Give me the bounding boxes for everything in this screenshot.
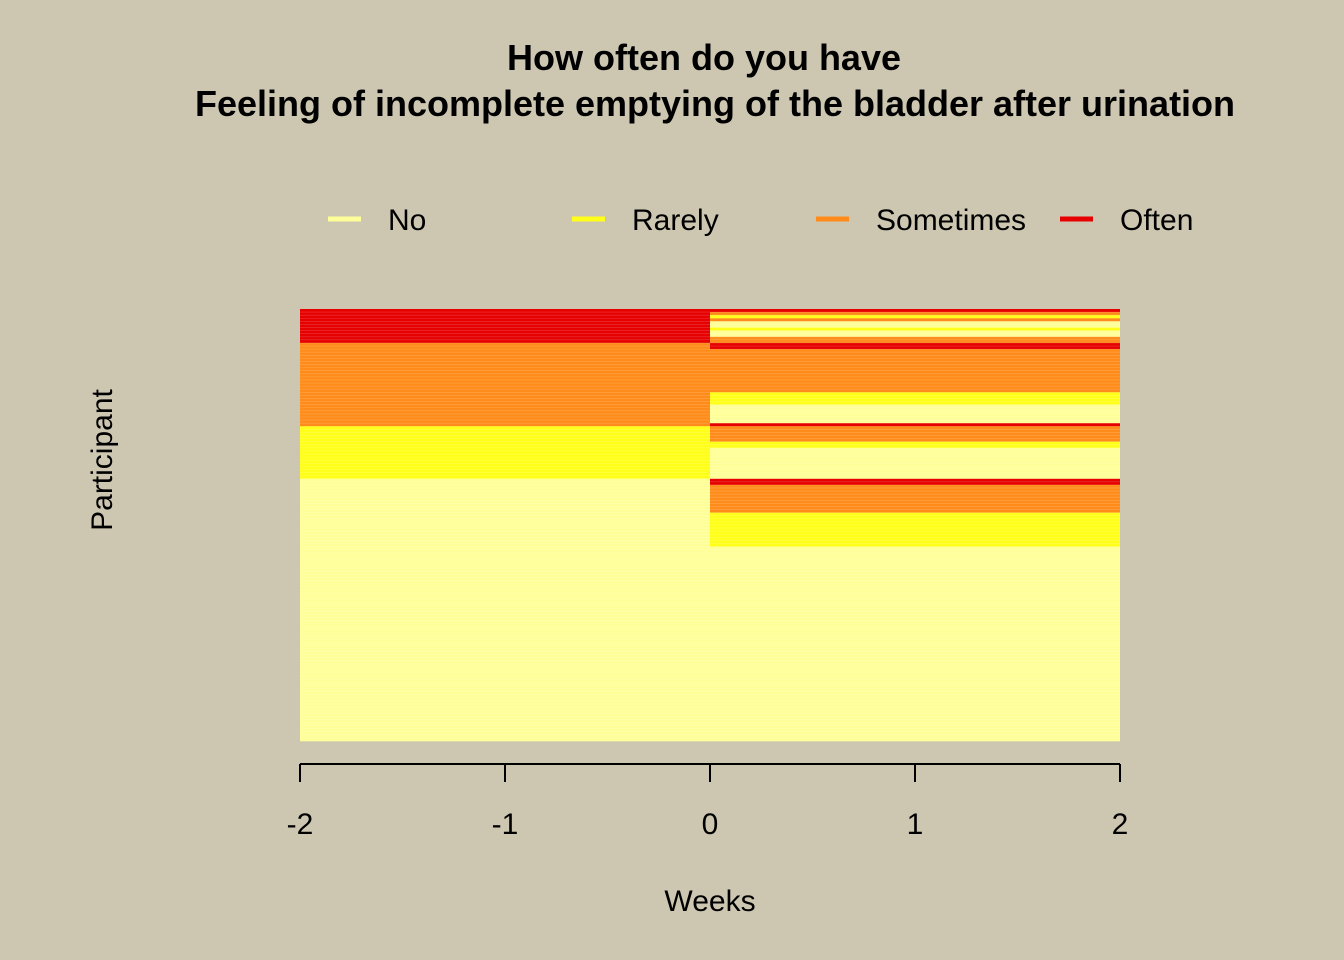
tile-period-1-sometimes-3 (710, 318, 1120, 322)
x-tick-label-0: 0 (702, 808, 719, 841)
tile-period-1-rarely-2 (710, 315, 1120, 319)
chart-title-line-2: Feeling of incomplete emptying of the bl… (195, 83, 1235, 124)
tile-period-1-no-15 (710, 447, 1120, 480)
tile-period-1-no-4 (710, 321, 1120, 328)
x-tick-label--1: -1 (492, 808, 519, 841)
legend: No Rarely Sometimes Often (328, 204, 1193, 237)
tile-period-0-no-3 (300, 478, 710, 742)
tile-period-1-sometimes-17 (710, 484, 1120, 513)
tile-period-1-often-0 (710, 309, 1120, 313)
participant-row-lines (300, 311, 1120, 739)
x-axis-label: Weeks (664, 885, 755, 918)
tile-period-1-rarely-18 (710, 512, 1120, 547)
chart-title-line-1: How often do you have (507, 37, 901, 78)
x-axis: -2 -1 0 1 2 (287, 763, 1129, 841)
tile-period-1-sometimes-1 (710, 312, 1120, 316)
y-axis-label: Participant (86, 388, 119, 530)
x-tick-label-1: 1 (907, 808, 924, 841)
legend-label-often: Often (1120, 204, 1193, 237)
tile-period-1-often-16 (710, 478, 1120, 486)
tile-period-1-no-11 (710, 404, 1120, 424)
x-tick-label--2: -2 (287, 808, 314, 841)
tile-period-1-rarely-14 (710, 441, 1120, 449)
tile-period-1-often-8 (710, 342, 1120, 350)
tile-period-1-rarely-10 (710, 392, 1120, 405)
legend-label-rarely: Rarely (632, 204, 719, 237)
tile-period-1-sometimes-7 (710, 336, 1120, 344)
heatmap-tiles (300, 309, 1120, 742)
tile-period-1-often-12 (710, 423, 1120, 427)
tile-period-1-no-6 (710, 330, 1120, 338)
tile-period-1-sometimes-9 (710, 349, 1120, 393)
legend-label-no: No (388, 204, 426, 237)
tile-period-1-rarely-5 (710, 327, 1120, 331)
tile-period-1-no-19 (710, 546, 1120, 742)
x-tick-label-2: 2 (1112, 808, 1129, 841)
tile-period-0-often-0 (300, 309, 710, 344)
legend-label-sometimes: Sometimes (876, 204, 1026, 237)
tile-period-0-sometimes-1 (300, 342, 710, 427)
tile-period-0-rarely-2 (300, 426, 710, 480)
tile-period-1-sometimes-13 (710, 426, 1120, 442)
